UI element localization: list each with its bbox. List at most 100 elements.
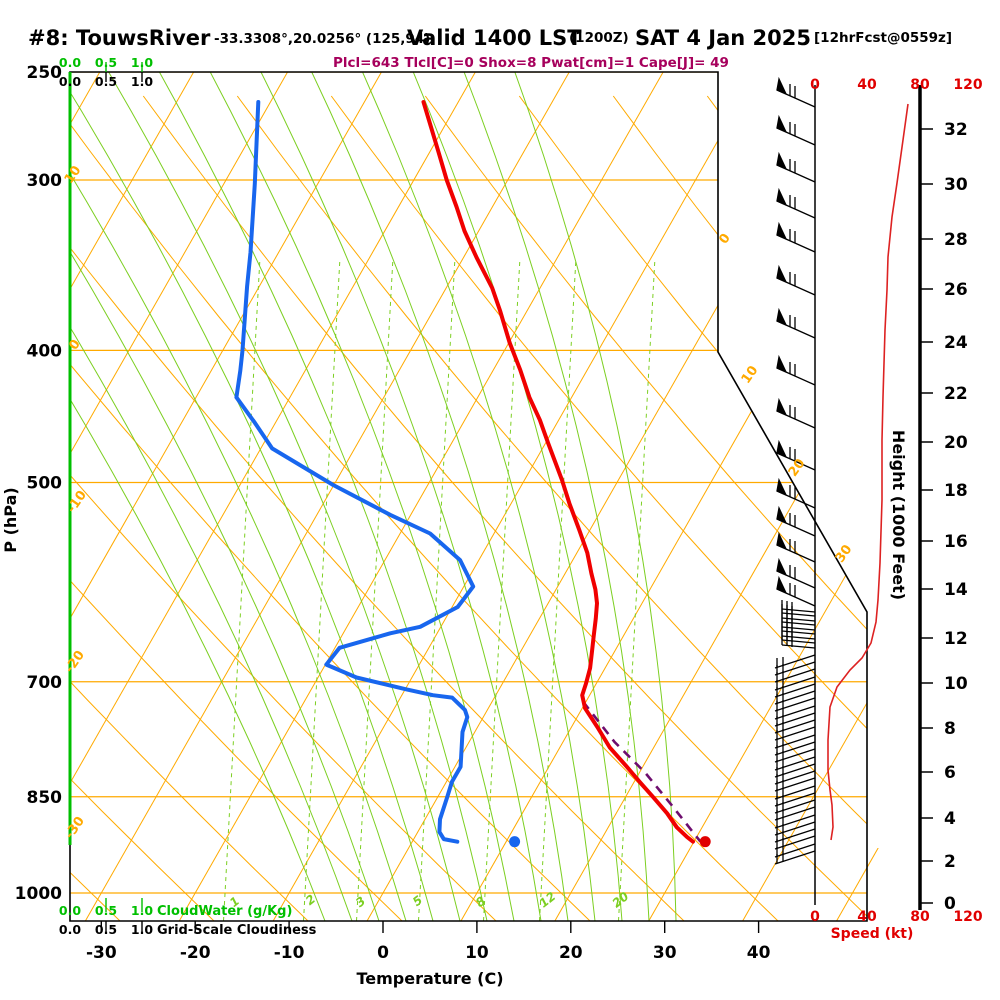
pressure-tick-label: 250 xyxy=(27,63,63,83)
speed-tick-label-top: 120 xyxy=(953,77,982,93)
wind-barb-staff xyxy=(774,676,816,691)
dry-adiabat-line xyxy=(330,95,867,921)
wind-barb-pennant xyxy=(776,76,788,96)
wind-barb-pennant xyxy=(776,221,788,241)
temperature-tick-label: -30 xyxy=(86,943,117,963)
mixing-ratio-label: 2 xyxy=(303,892,318,908)
wind-barb-staff xyxy=(774,712,816,727)
moist-adiabat-line xyxy=(70,72,326,921)
wind-barb-pennant xyxy=(776,397,788,417)
cloudwater-scale-top: 1.0 xyxy=(131,55,153,70)
plot-border xyxy=(69,71,868,922)
moist-adiabat-line xyxy=(70,72,380,921)
temperature-trace xyxy=(421,100,695,844)
mixing-ratio-line xyxy=(483,260,521,921)
wind-barb-staff xyxy=(774,850,816,865)
temperature-tick-label: -20 xyxy=(180,943,211,963)
wind-barb-staff xyxy=(774,734,816,749)
cloudwater-legend: CloudWater (g/Kg) xyxy=(157,904,292,919)
wind-barb-pennant xyxy=(776,505,788,525)
pressure-tick-label: 700 xyxy=(27,673,63,693)
height-axis-title: Height (1000 Feet) xyxy=(889,430,908,600)
height-tick-label: 30 xyxy=(944,175,968,195)
wind-barb-staff xyxy=(774,777,816,792)
cloudiness-scale-bottom: 0.5 xyxy=(95,922,117,937)
isotherm-line xyxy=(70,72,382,921)
cloudwater-scale-bottom: 1.0 xyxy=(131,903,153,918)
height-tick-label: 4 xyxy=(944,809,956,829)
height-tick-label: 10 xyxy=(944,674,968,694)
cloudwater-scale-bottom: 0.5 xyxy=(95,903,117,918)
mixing-ratio-label: 5 xyxy=(410,893,425,909)
mixing-ratio-line xyxy=(418,260,456,921)
cloudiness-legend: Grid-Scale Cloudiness xyxy=(157,923,317,938)
dry-adiabat-line xyxy=(612,95,867,921)
dry-adiabat-line xyxy=(70,95,215,921)
wind-barb-staff xyxy=(774,770,816,785)
height-tick-label: 26 xyxy=(944,280,968,300)
wind-barb-pennant xyxy=(776,354,788,374)
height-tick-label: 16 xyxy=(944,532,968,552)
moist-adiabat-line xyxy=(70,72,434,921)
moist-adiabat-line xyxy=(257,72,542,921)
tick-marks xyxy=(100,62,760,933)
height-tick-label: 24 xyxy=(944,333,968,353)
green-grid xyxy=(70,72,677,921)
station-title: #8: TouwsRiver xyxy=(28,26,211,50)
speed-tick-label-top: 80 xyxy=(910,77,930,93)
wind-barb-staff xyxy=(774,726,816,741)
moist-adiabat-line xyxy=(70,72,353,921)
wind-barb-staff xyxy=(774,690,816,705)
orange-grid xyxy=(70,72,867,921)
moist-adiabat-line xyxy=(155,72,488,921)
moist-adiabat-line xyxy=(104,72,461,921)
pressure-tick-label: 300 xyxy=(27,171,63,191)
valid-date: SAT 4 Jan 2025 xyxy=(635,26,811,50)
temperature-tick-label: -10 xyxy=(274,943,305,963)
moist-adiabat-line xyxy=(206,72,515,921)
speed-tick-label-top: 40 xyxy=(857,77,877,93)
wind-barb-pennant xyxy=(776,114,788,134)
height-tick-label: 28 xyxy=(944,230,968,250)
parcel-path-trace xyxy=(582,700,702,843)
mixing-ratio-label: 12 xyxy=(537,889,559,910)
wind-barb-staff xyxy=(774,697,816,712)
valid-time: Valid 1400 LST xyxy=(407,26,582,50)
isotherm-line xyxy=(460,72,867,921)
wind-barb-pennant xyxy=(776,307,788,327)
mixing-ratio-line xyxy=(539,260,577,921)
moist-adiabat-line xyxy=(512,72,677,921)
wind-barb-staff xyxy=(774,799,816,814)
isotherm-line-spill xyxy=(930,700,1000,921)
dry-adiabat-line xyxy=(70,95,309,921)
height-tick-label: 32 xyxy=(944,120,968,140)
speed-tick-label-bottom: 0 xyxy=(810,909,820,925)
cloudiness-scale-top: 0.0 xyxy=(59,74,81,89)
isotherm-label-right: 30 xyxy=(833,542,856,565)
temperature-axis-title: Temperature (C) xyxy=(356,969,503,988)
wind-barb-pennant xyxy=(776,557,788,577)
forecast-tag: [12hrFcst@0559z] xyxy=(814,30,953,46)
pressure-tick-label: 1000 xyxy=(15,884,62,904)
wind-barb-staff xyxy=(774,785,816,800)
dry-adiabat-line xyxy=(70,95,685,921)
wind-barb-staff xyxy=(774,756,816,771)
isotherm-label-left: -30 xyxy=(62,814,88,842)
wind-barb-staff xyxy=(774,668,816,683)
height-tick-label: 18 xyxy=(944,481,968,501)
cloudwater-scale-top: 0.0 xyxy=(59,55,81,70)
moist-adiabat-line xyxy=(359,72,596,921)
wind-barb-staff xyxy=(774,741,816,756)
dry-adiabat-line xyxy=(424,95,867,921)
wind-barb-pennant xyxy=(776,264,788,284)
wind-barb-staff xyxy=(774,719,816,734)
isotherm-line xyxy=(70,72,476,921)
temperature-tick-label: 30 xyxy=(653,943,677,963)
wind-barb-staff xyxy=(774,792,816,807)
speed-tick-label-bottom: 120 xyxy=(953,909,982,925)
moist-adiabat-line xyxy=(308,72,569,921)
isotherm-line xyxy=(70,72,289,921)
height-tick-label: 14 xyxy=(944,580,968,600)
isotherm-label-right: 0 xyxy=(716,231,733,247)
isotherm-label-right: 10 xyxy=(739,363,762,386)
